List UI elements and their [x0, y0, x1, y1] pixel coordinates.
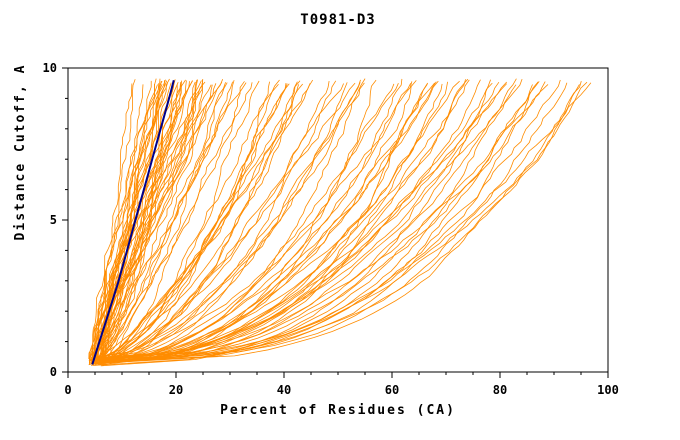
model-curve: [90, 84, 212, 362]
model-curve: [88, 82, 493, 361]
model-curve: [92, 80, 202, 358]
highlight-model-curve: [91, 79, 175, 365]
model-curve: [95, 82, 361, 360]
model-curve: [94, 79, 466, 362]
model-curve: [97, 79, 491, 360]
model-curve: [96, 84, 299, 366]
x-tick-label: 80: [493, 383, 507, 397]
model-curve: [94, 82, 356, 365]
model-curve: [91, 81, 330, 359]
model-curve: [102, 80, 460, 361]
model-curve: [101, 84, 428, 365]
model-curve: [97, 78, 469, 362]
model-curve: [89, 84, 549, 361]
model-curve: [100, 82, 568, 358]
model-curve: [93, 82, 253, 363]
model-curve: [102, 83, 288, 362]
model-curve: [97, 81, 206, 361]
model-curve: [104, 82, 228, 364]
tick-labels: 0 20 40 60 80 100 0 5 10: [43, 61, 619, 397]
x-tick-label: 60: [385, 383, 399, 397]
model-curve: [94, 79, 166, 361]
x-axis-label: Percent of Residues (CA): [220, 403, 456, 418]
model-curve: [102, 82, 226, 367]
x-tick-label: 100: [597, 383, 619, 397]
model-curve: [101, 83, 217, 359]
model-curve: [103, 81, 507, 359]
model-curve: [99, 80, 235, 365]
model-curves: [88, 78, 592, 367]
model-curve: [102, 84, 279, 364]
model-curve: [92, 82, 592, 362]
model-curve: [89, 79, 481, 364]
model-curve: [94, 83, 395, 365]
model-curve: [104, 81, 588, 358]
model-curve: [92, 79, 136, 360]
model-curve: [90, 83, 412, 359]
model-curve: [101, 82, 348, 362]
y-tick-label: 5: [50, 213, 57, 227]
model-curve: [91, 79, 561, 365]
y-axis-label: Distance Cutoff, A: [13, 64, 28, 241]
x-tick-label: 0: [64, 383, 71, 397]
model-curve: [99, 80, 337, 366]
model-curve: [102, 83, 399, 366]
model-curve: [92, 84, 580, 366]
model-curve: [92, 81, 437, 362]
x-tick-label: 40: [277, 383, 291, 397]
model-curve: [90, 78, 517, 359]
model-curve: [98, 81, 500, 363]
model-curve: [103, 80, 582, 363]
model-curve: [97, 84, 517, 361]
model-curve: [101, 83, 311, 358]
model-curve: [91, 81, 540, 363]
highlight-curve: [91, 79, 175, 365]
model-curve: [89, 79, 176, 365]
model-curve: [96, 82, 287, 358]
model-curve: [102, 78, 403, 362]
model-curve: [100, 79, 203, 364]
model-curve: [94, 82, 436, 364]
y-tick-label: 10: [43, 61, 57, 75]
x-tick-label: 20: [169, 383, 183, 397]
y-tick-label: 0: [50, 365, 57, 379]
chart-title: T0981-D3: [300, 12, 375, 28]
model-curve: [90, 79, 314, 361]
model-curve: [91, 80, 417, 364]
axis-ticks: [62, 67, 609, 378]
model-curve: [102, 84, 533, 362]
model-curve: [89, 84, 163, 360]
model-curve: [95, 79, 361, 362]
model-curve: [92, 83, 304, 363]
model-curve: [100, 79, 224, 365]
model-curve: [92, 79, 204, 360]
model-curve: [94, 81, 546, 363]
model-curve: [94, 80, 439, 365]
